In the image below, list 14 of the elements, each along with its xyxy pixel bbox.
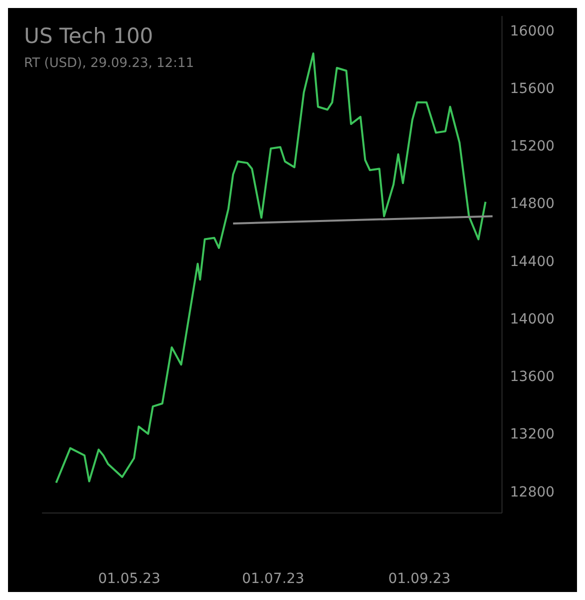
- x-tick-label: 01.09.23: [388, 570, 451, 587]
- chart-title: US Tech 100: [24, 24, 154, 48]
- y-tick-label: 14000: [510, 311, 555, 328]
- y-tick-label: 14800: [510, 196, 555, 212]
- text: RT (USD), 29.09.23, 12:11: [24, 56, 194, 71]
- y-tick-label: 13600: [510, 369, 555, 386]
- y-tick-label: 13200: [510, 426, 555, 443]
- x-tick-label: 01.05.23: [98, 570, 160, 587]
- y-tick-label: 15600: [510, 81, 555, 97]
- x-tick-label: 01.07.23: [242, 570, 304, 587]
- y-tick-label: 16000: [510, 23, 555, 40]
- y-tick-label: 12800: [510, 484, 555, 500]
- y-tick-label: 15200: [510, 138, 555, 155]
- y-tick-label: 14400: [510, 254, 555, 270]
